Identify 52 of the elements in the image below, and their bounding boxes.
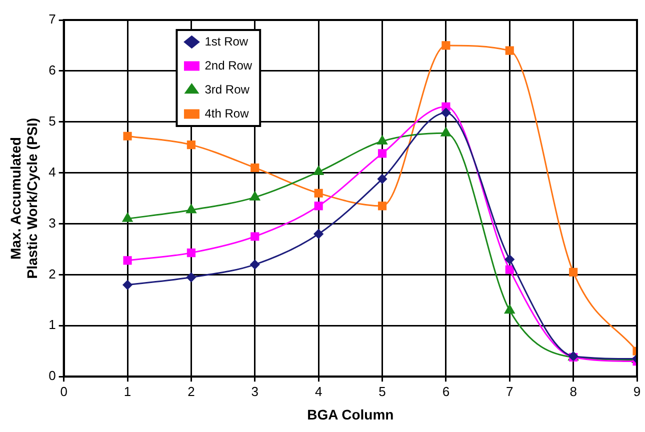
point <box>186 140 196 150</box>
point <box>504 304 515 314</box>
x-tick-label: 4 <box>314 384 322 399</box>
point <box>314 188 323 198</box>
y-tick-label: 1 <box>48 317 56 332</box>
legend-label: 2nd Row <box>204 58 252 72</box>
legend-label: 4th Row <box>204 106 250 120</box>
legend-label: 3rd Row <box>204 82 250 96</box>
point <box>505 265 514 274</box>
point <box>505 46 514 55</box>
y-axis-title: Max. Accumulated Plastic Work/Cycle (PSI) <box>7 118 40 279</box>
x-tick-label: 0 <box>60 384 68 399</box>
point <box>314 202 323 210</box>
point <box>378 174 388 184</box>
point <box>569 268 578 276</box>
point <box>377 135 388 144</box>
point <box>504 254 514 264</box>
point <box>313 166 324 176</box>
x-tick-label: 5 <box>378 384 386 399</box>
point <box>378 149 387 158</box>
x-tick-label: 7 <box>506 384 514 399</box>
x-tick-label: 3 <box>251 384 259 399</box>
point <box>440 127 452 136</box>
point <box>250 192 260 201</box>
point <box>186 272 196 282</box>
y-tick-label: 5 <box>48 113 56 128</box>
y-tick-label: 4 <box>48 164 56 180</box>
point <box>186 248 196 258</box>
x-tick-label: 1 <box>124 384 132 399</box>
point <box>250 232 260 241</box>
legend-label: 1st Row <box>204 34 248 48</box>
x-tick-label: 9 <box>633 384 641 399</box>
y-tick-label: 3 <box>48 215 56 230</box>
point <box>250 260 260 270</box>
point <box>122 280 132 290</box>
point <box>122 212 133 222</box>
point <box>186 204 196 214</box>
point <box>378 202 387 210</box>
point <box>441 108 451 118</box>
y-tick-label: 6 <box>48 62 56 78</box>
point <box>123 132 132 140</box>
y-tick-label: 7 <box>48 12 56 27</box>
x-axis-title: BGA Column <box>307 406 394 422</box>
point <box>123 256 132 265</box>
x-tick-label: 2 <box>188 384 195 399</box>
y-tick-label: 0 <box>48 368 56 384</box>
point <box>314 229 324 239</box>
point <box>442 41 450 50</box>
x-tick-label: 6 <box>442 384 450 399</box>
point <box>250 163 260 172</box>
x-tick-label: 8 <box>570 384 577 399</box>
y-tick-label: 2 <box>48 266 56 282</box>
